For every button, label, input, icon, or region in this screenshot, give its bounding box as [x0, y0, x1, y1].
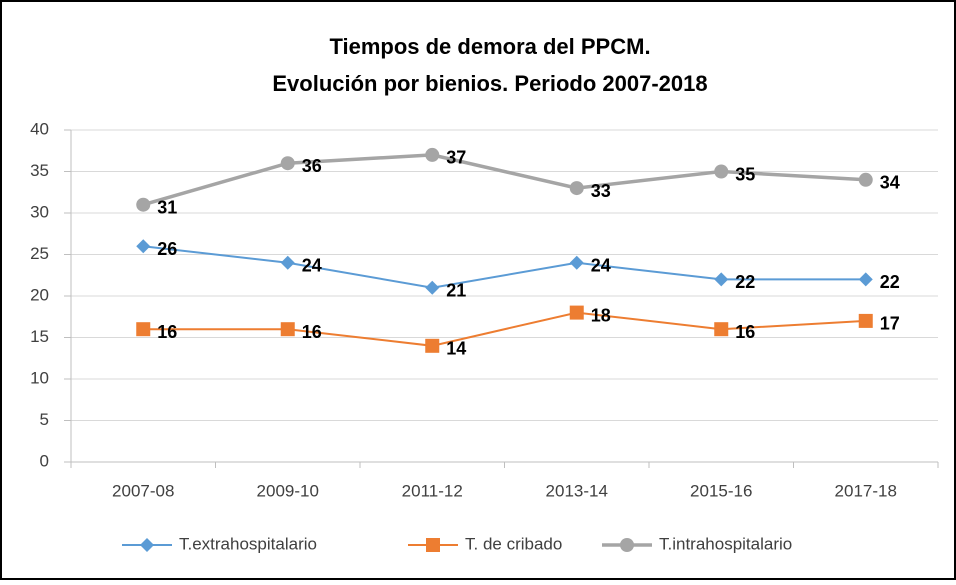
legend-label: T. de cribado	[465, 534, 562, 553]
y-tick-label: 40	[30, 119, 49, 138]
marker	[136, 322, 151, 337]
marker	[425, 147, 440, 162]
x-tick-label: 2009-10	[257, 481, 319, 500]
marker	[858, 272, 873, 287]
marker	[714, 322, 729, 337]
marker	[714, 272, 729, 287]
data-label: 22	[880, 272, 900, 292]
y-tick-label: 15	[30, 327, 49, 346]
x-tick-label: 2017-18	[835, 481, 897, 500]
x-tick-label: 2015-16	[690, 481, 752, 500]
data-label: 34	[880, 173, 900, 193]
marker	[136, 239, 151, 254]
marker	[140, 538, 154, 552]
data-label: 16	[157, 322, 177, 342]
data-label: 37	[446, 148, 466, 168]
y-tick-label: 5	[40, 410, 49, 429]
marker	[280, 156, 295, 171]
marker	[280, 255, 295, 270]
y-tick-label: 30	[30, 202, 49, 221]
y-tick-label: 10	[30, 368, 49, 387]
data-label: 33	[591, 181, 611, 201]
data-label: 24	[591, 256, 611, 276]
x-tick-label: 2013-14	[546, 481, 608, 500]
data-label: 21	[446, 280, 466, 300]
marker	[426, 538, 440, 552]
x-tick-label: 2011-12	[402, 481, 463, 500]
data-label: 26	[157, 239, 177, 259]
series-line	[143, 245, 866, 289]
data-label: 24	[302, 256, 322, 276]
series-line	[142, 153, 866, 207]
marker	[858, 172, 873, 187]
legend-label: T.extrahospitalario	[179, 534, 317, 553]
marker	[280, 322, 295, 337]
chart-title: Tiempos de demora del PPCM.	[329, 34, 650, 59]
marker	[714, 164, 729, 179]
y-tick-label: 20	[30, 285, 49, 304]
marker	[858, 313, 873, 328]
marker	[425, 280, 440, 295]
legend-label: T.intrahospitalario	[659, 534, 792, 553]
y-tick-label: 25	[30, 244, 49, 263]
marker	[425, 338, 440, 353]
marker	[569, 181, 584, 196]
data-label: 36	[302, 156, 322, 176]
data-label: 17	[880, 314, 900, 334]
data-label: 31	[157, 197, 177, 217]
x-tick-label: 2007-08	[112, 481, 174, 500]
marker	[136, 197, 151, 212]
marker	[569, 305, 584, 320]
data-label: 35	[735, 164, 755, 184]
data-label: 22	[735, 272, 755, 292]
data-label: 16	[302, 322, 322, 342]
data-label: 18	[591, 305, 611, 325]
marker	[620, 538, 634, 552]
data-label: 16	[735, 322, 755, 342]
y-tick-label: 0	[40, 451, 49, 470]
data-label: 14	[446, 339, 466, 359]
y-tick-label: 35	[30, 161, 49, 180]
marker	[569, 255, 584, 270]
series-line	[143, 311, 866, 347]
chart-title: Evolución por bienios. Periodo 2007-2018	[272, 71, 707, 96]
